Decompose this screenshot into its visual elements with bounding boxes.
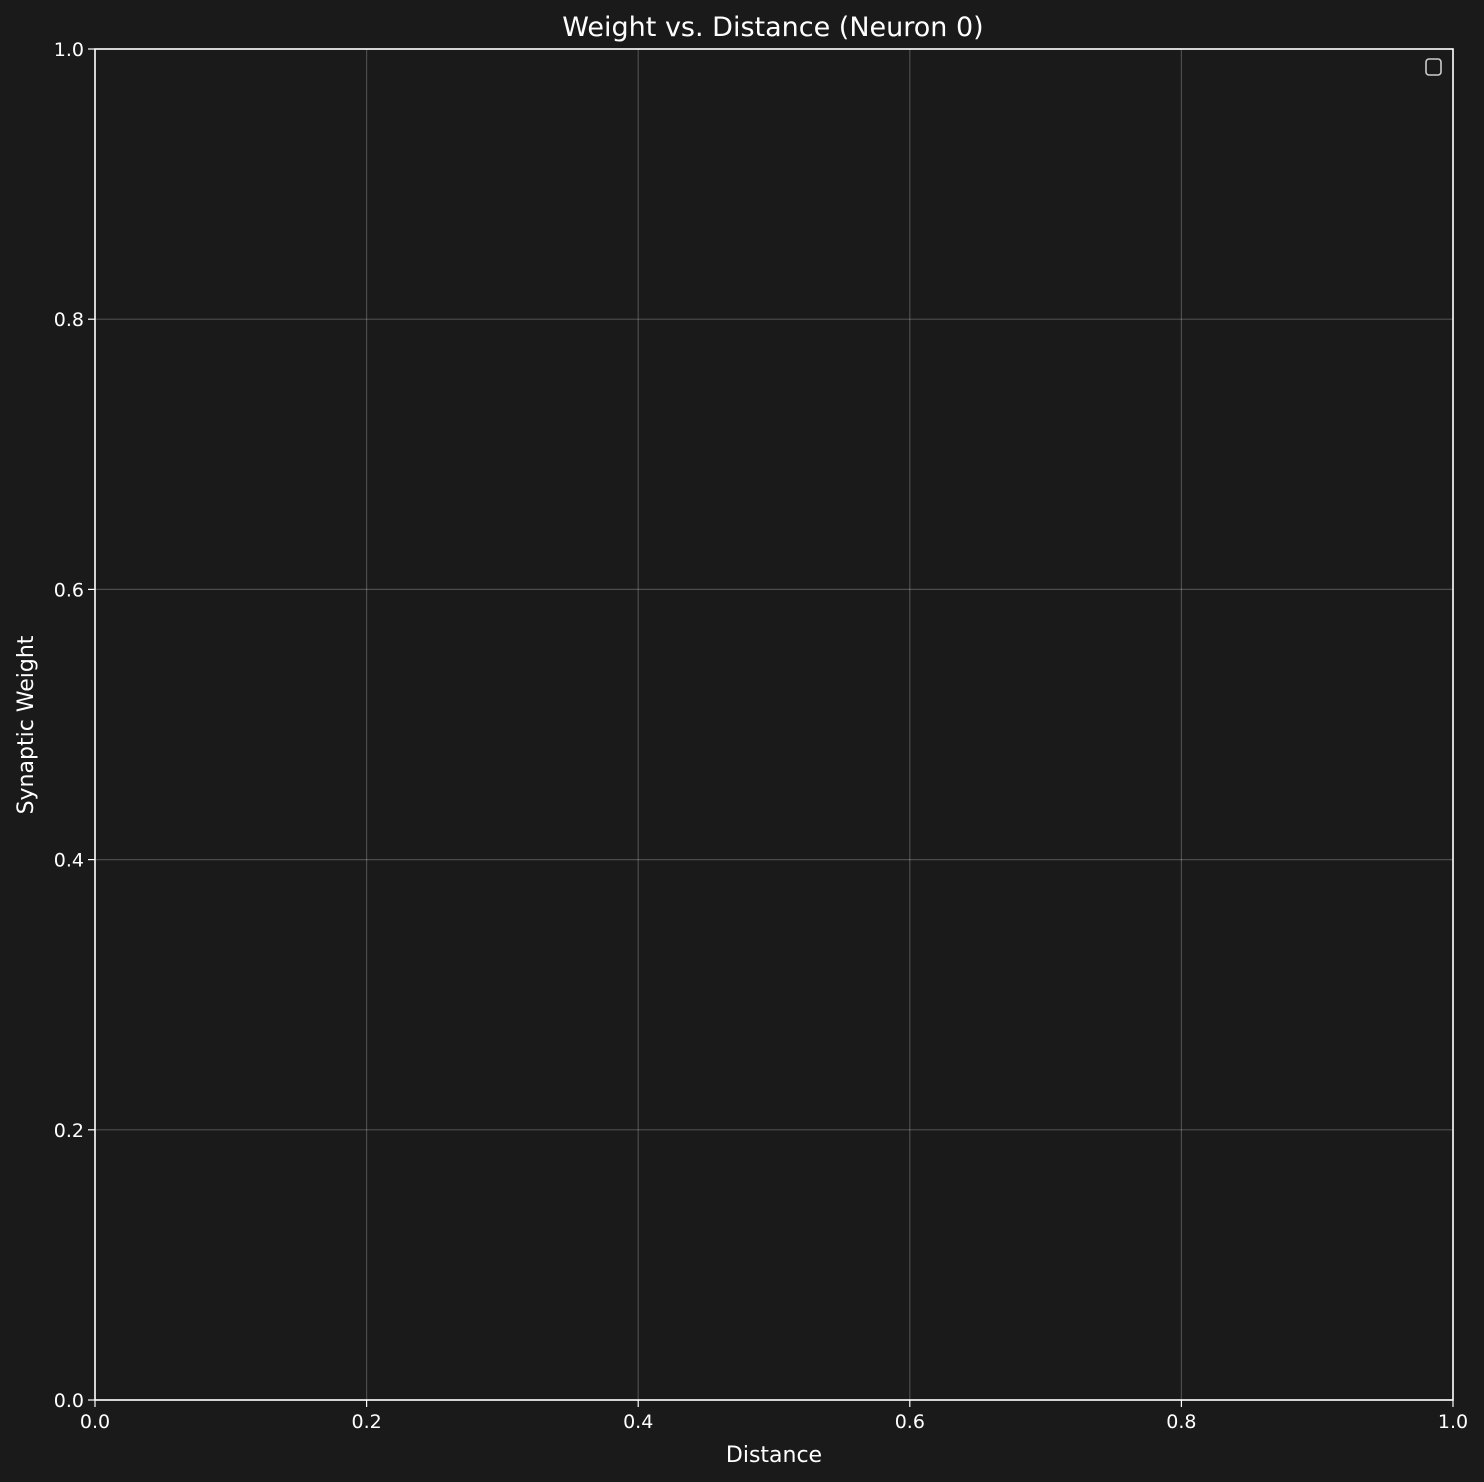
y-tick-label: 0.0 [54, 1390, 84, 1412]
y-tick-label: 0.6 [54, 579, 84, 601]
ticks [88, 48, 1454, 1407]
x-tick-label: 0.6 [895, 1411, 925, 1433]
chart-title: Weight vs. Distance (Neuron 0) [562, 12, 983, 43]
x-tick-label: 0.4 [623, 1411, 653, 1433]
x-tick-label: 0.0 [80, 1411, 110, 1433]
y-tick-label: 0.8 [54, 309, 84, 331]
x-tick-label: 1.0 [1438, 1411, 1468, 1433]
x-tick-label: 0.2 [351, 1411, 381, 1433]
y-axis-label: Synaptic Weight [14, 635, 39, 814]
tick-labels: 0.0 0.2 0.4 0.6 0.8 1.0 0.0 0.2 0.4 0.6 0.8 1.0 [54, 39, 1468, 1433]
x-tick-label: 0.8 [1166, 1411, 1196, 1433]
x-axis-label: Distance [726, 1443, 822, 1468]
y-tick-label: 0.4 [54, 850, 84, 872]
legend-box [1425, 58, 1442, 76]
y-tick-label: 0.2 [54, 1120, 84, 1142]
plot-frame [94, 48, 1454, 1401]
y-tick-label: 1.0 [54, 39, 84, 61]
